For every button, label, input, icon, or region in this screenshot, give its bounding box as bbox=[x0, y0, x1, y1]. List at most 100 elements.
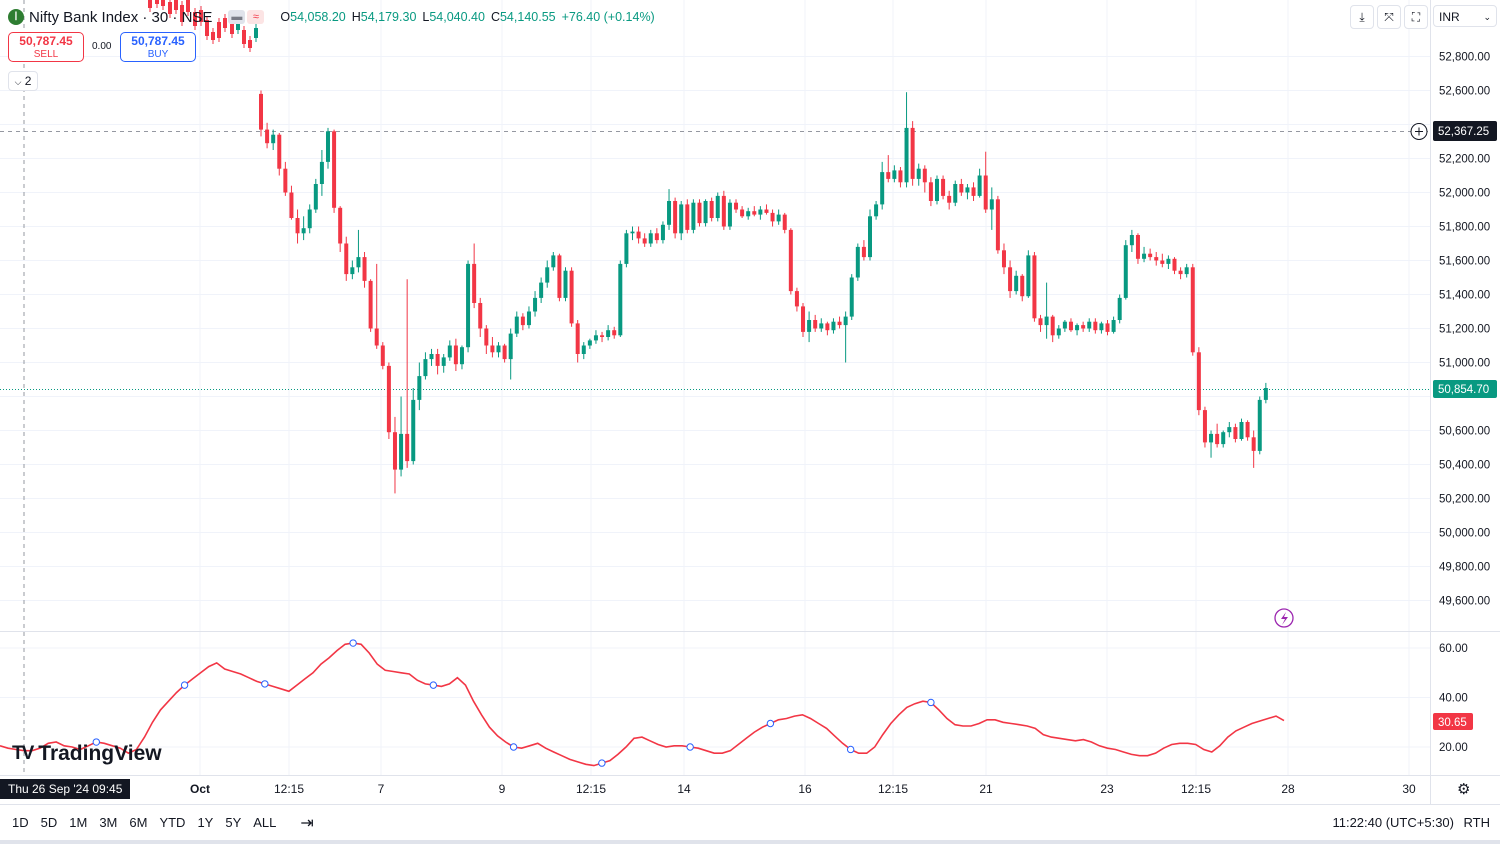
candle-body bbox=[892, 170, 897, 179]
ohlc-readout: O54,058.20 H54,179.30 L54,040.40 C54,140.55… bbox=[280, 10, 654, 24]
price-tick-label: 51,800.00 bbox=[1439, 222, 1490, 234]
close-value: 54,140.55 bbox=[499, 10, 556, 24]
indicators-toggle[interactable]: ⌵ 2 bbox=[8, 71, 38, 91]
crosshair-date-label: Thu 26 Sep '24 09:45 bbox=[0, 779, 130, 799]
chart-canvas[interactable]: 52,800.00 52,600.00 52,200.00 52,000.00 51,8… bbox=[0, 0, 1500, 804]
candle-body bbox=[1257, 399, 1262, 451]
lightning-icon-bolt bbox=[1281, 612, 1288, 625]
tradingview-logo[interactable]: TV TradingView bbox=[12, 742, 162, 766]
oscillator-marker bbox=[766, 719, 775, 728]
price-tick-label: 50,200.00 bbox=[1439, 494, 1490, 506]
time-tick-label: 21 bbox=[979, 782, 993, 796]
candle-body bbox=[904, 127, 909, 183]
candle-body bbox=[1245, 422, 1250, 438]
candle-body bbox=[691, 202, 696, 230]
settings-gear-icon[interactable]: ⚙ bbox=[1457, 781, 1471, 798]
sell-button[interactable]: 50,787.45 SELL bbox=[8, 32, 84, 62]
time-tick-label: 30 bbox=[1402, 782, 1416, 796]
candle-body bbox=[1099, 323, 1104, 331]
candle-body bbox=[794, 291, 799, 307]
candle-body bbox=[654, 233, 659, 241]
candle-body bbox=[174, 0, 178, 10]
candle-body bbox=[1032, 255, 1037, 319]
symbol-title[interactable]: Nifty Bank Index · 30 · NSE bbox=[29, 8, 213, 26]
candle-body bbox=[557, 255, 562, 298]
candle-body bbox=[1239, 422, 1244, 439]
go-to-date-icon[interactable]: ⇥ bbox=[300, 814, 314, 832]
candle-body bbox=[319, 161, 324, 184]
candle-body bbox=[886, 172, 891, 179]
candle-body bbox=[248, 40, 252, 48]
osc-tick-label: 20.00 bbox=[1439, 742, 1468, 754]
candle-body bbox=[1050, 316, 1055, 336]
clock[interactable]: 11:22:40 (UTC+5:30) bbox=[1332, 815, 1454, 830]
hide-series-icon[interactable]: ▬ bbox=[228, 10, 246, 24]
candle-body bbox=[193, 12, 197, 26]
price-tick-label: 51,600.00 bbox=[1439, 256, 1490, 268]
candle-body bbox=[593, 335, 598, 341]
candle-body bbox=[411, 399, 416, 462]
oscillator-marker bbox=[429, 681, 438, 689]
fullscreen-icon[interactable]: ⛶ bbox=[1404, 5, 1428, 29]
candle-body bbox=[910, 127, 915, 179]
osc-tick-label: 40.00 bbox=[1439, 693, 1468, 705]
candles-series bbox=[148, 0, 1268, 494]
range-button[interactable]: 5Y bbox=[225, 815, 242, 830]
candle-body bbox=[271, 134, 276, 144]
session-toggle[interactable]: RTH bbox=[1463, 815, 1490, 830]
candle-body bbox=[630, 231, 635, 234]
crosshair-price-bg bbox=[1433, 121, 1497, 141]
candle-body bbox=[350, 267, 355, 275]
candle-body bbox=[606, 330, 611, 337]
candle-body bbox=[1020, 275, 1025, 297]
candle-body bbox=[283, 168, 288, 193]
range-button[interactable]: 6M bbox=[129, 815, 148, 830]
candle-body bbox=[648, 233, 653, 244]
currency-select[interactable]: INR ⌄ bbox=[1433, 5, 1497, 27]
candle-body bbox=[374, 328, 379, 346]
candle-body bbox=[685, 204, 690, 230]
range-button[interactable]: 1D bbox=[12, 815, 29, 830]
candle-body bbox=[242, 30, 246, 44]
candle-body bbox=[971, 187, 976, 196]
buy-button[interactable]: 50,787.45 BUY bbox=[120, 32, 196, 62]
candle-body bbox=[1227, 427, 1232, 433]
legend: ꟾ Nifty Bank Index · 30 · NSE ▬ ≈ O54,05… bbox=[8, 6, 655, 28]
candle-body bbox=[989, 199, 994, 210]
time-tick-label: 12:15 bbox=[274, 782, 304, 796]
range-button[interactable]: 3M bbox=[99, 815, 118, 830]
collapse-icon[interactable]: ⤧ bbox=[1377, 5, 1401, 29]
candle-body bbox=[849, 277, 854, 317]
candle-body bbox=[230, 24, 234, 34]
candle-body bbox=[618, 263, 623, 336]
candle-body bbox=[551, 255, 556, 268]
candle-body bbox=[453, 345, 458, 365]
range-button[interactable]: YTD bbox=[159, 815, 186, 830]
candle-body bbox=[801, 306, 806, 332]
candle-body bbox=[703, 201, 708, 224]
candle-body bbox=[953, 184, 958, 203]
range-button[interactable]: ALL bbox=[253, 815, 277, 830]
candle-body bbox=[928, 182, 933, 201]
more-series-icon[interactable]: ≈ bbox=[247, 10, 265, 24]
candle-body bbox=[259, 93, 263, 130]
time-tick-label: 12:15 bbox=[1181, 782, 1211, 796]
price-tick-label: 52,200.00 bbox=[1439, 154, 1490, 166]
range-button[interactable]: 5D bbox=[40, 815, 58, 830]
candle-body bbox=[1196, 352, 1201, 411]
download-icon[interactable]: ⤓ bbox=[1350, 5, 1374, 29]
candle-body bbox=[211, 32, 215, 40]
candle-body bbox=[776, 214, 781, 222]
candle-body bbox=[612, 330, 617, 336]
candle-body bbox=[520, 316, 525, 326]
range-button[interactable]: 1Y bbox=[197, 815, 214, 830]
sell-price: 50,787.45 bbox=[19, 34, 73, 48]
time-tick-label: 16 bbox=[798, 782, 812, 796]
price-tick-label: 52,800.00 bbox=[1439, 52, 1490, 64]
candle-body bbox=[709, 201, 714, 218]
range-button[interactable]: 1M bbox=[69, 815, 88, 830]
candle-body bbox=[788, 229, 793, 292]
candle-body bbox=[313, 184, 318, 210]
time-tick-label: 12:15 bbox=[576, 782, 606, 796]
candle-body bbox=[843, 316, 848, 326]
